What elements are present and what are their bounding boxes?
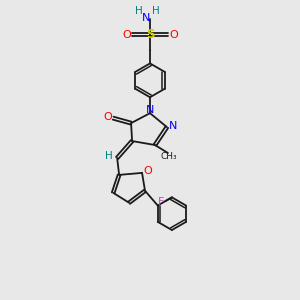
- Text: F: F: [158, 197, 165, 207]
- Text: S: S: [146, 28, 154, 41]
- Text: N: N: [146, 105, 154, 115]
- Text: O: O: [143, 166, 152, 176]
- Text: N: N: [169, 121, 178, 131]
- Text: N: N: [142, 13, 151, 23]
- Text: H: H: [152, 6, 159, 16]
- Text: CH₃: CH₃: [160, 152, 177, 161]
- Text: H: H: [135, 6, 143, 16]
- Text: O: O: [122, 29, 131, 40]
- Text: H: H: [105, 151, 113, 160]
- Text: O: O: [169, 29, 178, 40]
- Text: O: O: [103, 112, 112, 122]
